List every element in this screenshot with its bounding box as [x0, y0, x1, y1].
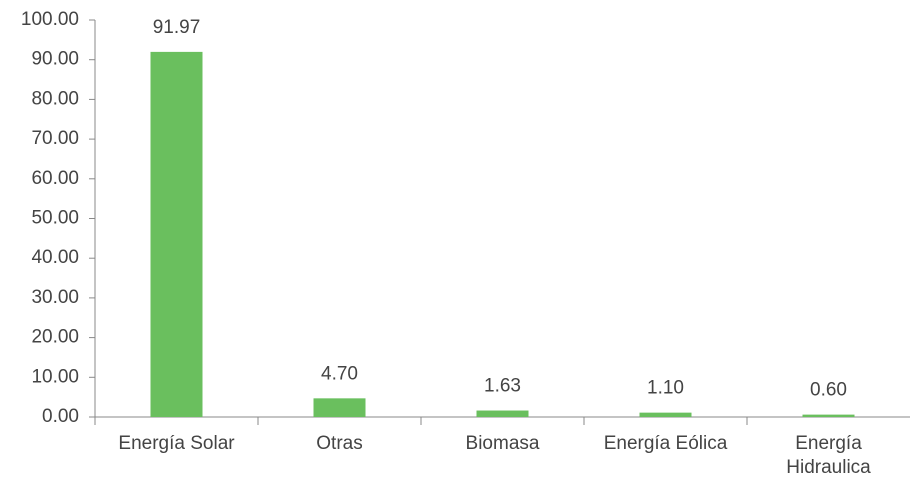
bar — [150, 51, 203, 418]
y-tick-label: 60.00 — [31, 168, 79, 189]
value-label: 91.97 — [153, 17, 201, 38]
x-tick-label: Otras — [316, 433, 363, 454]
bar — [802, 414, 855, 417]
y-tick-label: 80.00 — [31, 88, 79, 109]
x-tick-label: Biomasa — [465, 433, 540, 454]
y-tick-label: 40.00 — [31, 247, 79, 268]
value-label: 1.63 — [484, 376, 521, 397]
value-label: 0.60 — [810, 380, 847, 401]
y-tick-label: 70.00 — [31, 128, 79, 149]
y-tick-label: 30.00 — [31, 287, 79, 308]
x-tick-label: Energía Hidraulica — [786, 433, 871, 478]
bar — [476, 410, 529, 417]
bar — [313, 398, 366, 417]
value-label: 1.10 — [647, 378, 684, 399]
y-tick-label: 100.00 — [21, 9, 79, 30]
value-label: 4.70 — [321, 363, 358, 384]
y-tick-label: 90.00 — [31, 49, 79, 70]
bar — [639, 412, 692, 417]
y-tick-label: 50.00 — [31, 208, 79, 229]
y-tick-label: 20.00 — [31, 327, 79, 348]
y-tick-label: 10.00 — [31, 366, 79, 387]
x-tick-label: Energía Eólica — [603, 433, 728, 454]
x-tick-label: Energía Solar — [118, 433, 235, 454]
y-tick-label: 0.00 — [42, 406, 79, 427]
